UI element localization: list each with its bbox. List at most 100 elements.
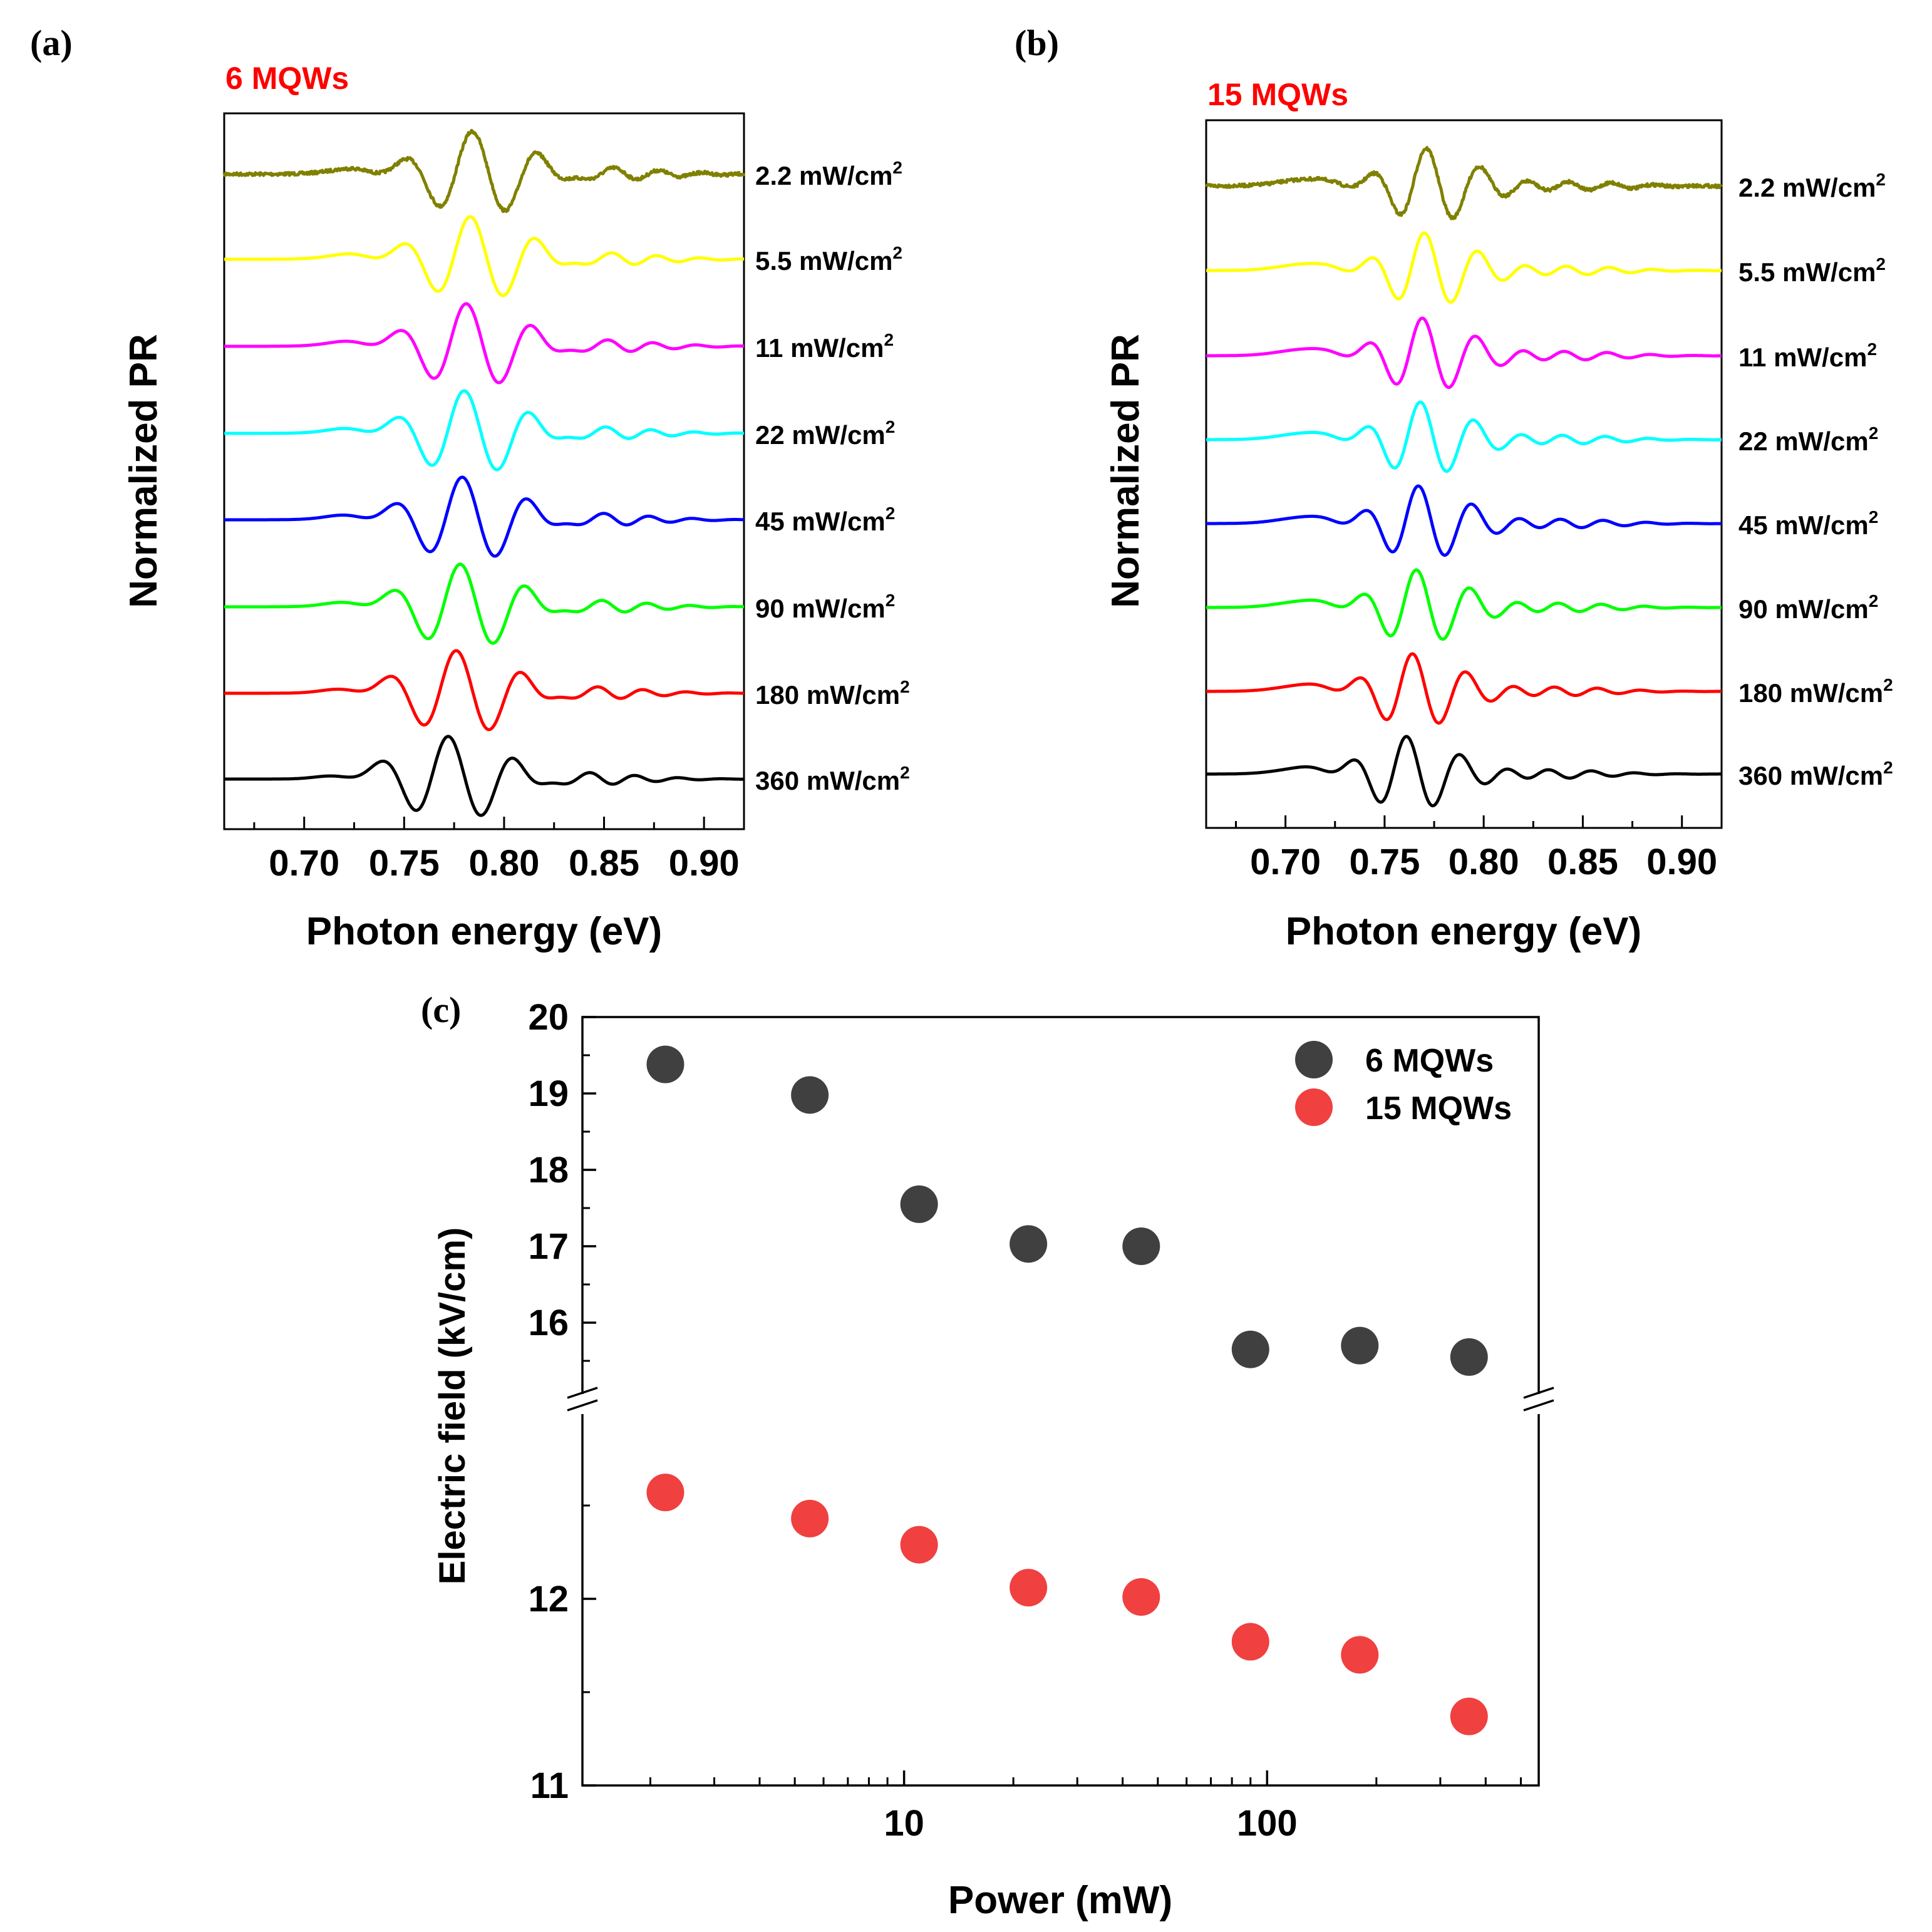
- point-15-mqws: [900, 1526, 938, 1564]
- panel-c-x-axis-label: Power (mW): [948, 1879, 1172, 1922]
- point-6-mqws: [1231, 1330, 1269, 1368]
- panel-a-frame: [223, 112, 745, 830]
- y-tick-label: 16: [528, 1303, 569, 1343]
- x-tick-label: 0.70: [1250, 842, 1321, 882]
- x-tick-label: 10: [884, 1803, 924, 1844]
- x-tick-label: 0.80: [1449, 842, 1519, 882]
- legend-label: 15 MQWs: [1365, 1090, 1512, 1127]
- pr-trace: [1205, 735, 1723, 808]
- series-label: 45 mW/cm2: [1738, 507, 1878, 540]
- panel-c-right-break-gap: [1532, 1394, 1545, 1414]
- series-label: 90 mW/cm2: [755, 591, 895, 623]
- panel-b-y-axis-label: Normalized PR: [1104, 334, 1147, 608]
- panel-a-x-ticks: 0.70 0.75 0.80 0.85 0.90: [253, 817, 740, 884]
- pr-trace: [1205, 316, 1723, 390]
- series-label: 45 mW/cm2: [755, 504, 895, 536]
- pr-trace: [223, 389, 745, 472]
- series-label: 2.2 mW/cm2: [1738, 170, 1886, 202]
- series-label: 5.5 mW/cm2: [1738, 254, 1886, 287]
- panel-a-traces: [222, 128, 746, 817]
- y-tick-label: 18: [528, 1150, 569, 1191]
- series-label: 90 mW/cm2: [1738, 591, 1878, 624]
- series-label: 22 mW/cm2: [755, 417, 895, 450]
- y-tick-label: 17: [528, 1226, 569, 1267]
- point-6-mqws: [791, 1076, 829, 1114]
- series-label: 180 mW/cm2: [755, 677, 910, 710]
- pr-trace: [1205, 484, 1723, 557]
- panel-c-left-break-gap: [576, 1394, 589, 1414]
- point-6-mqws: [1122, 1227, 1160, 1265]
- legend-marker: [1295, 1088, 1333, 1126]
- panel-c-y-ticks: 16 17 18 19 20 11 12: [528, 997, 596, 1806]
- panel-b-series-labels: 2.2 mW/cm2 5.5 mW/cm2 11 mW/cm2 22 mW/cm2 45…: [1738, 170, 1893, 790]
- pr-trace: [222, 128, 746, 214]
- panel-a-series-labels: 2.2 mW/cm2 5.5 mW/cm2 11 mW/cm2 22 mW/cm2 45…: [755, 158, 910, 795]
- pr-trace: [1205, 231, 1723, 304]
- panel-a: (a) 6 MQWs 0.70 0.75 0.80 0.85 0.90 2.2 mW/c…: [30, 23, 910, 953]
- panel-b-title: 15 MQWs: [1207, 77, 1348, 112]
- x-tick-label: 0.70: [269, 843, 339, 884]
- legend-label: 6 MQWs: [1365, 1043, 1494, 1079]
- panel-c-right-break-marks: [1523, 1387, 1554, 1412]
- x-tick-label: 0.85: [1547, 842, 1618, 882]
- pr-trace: [223, 475, 745, 558]
- series-label: 22 mW/cm2: [1738, 423, 1878, 456]
- pr-trace: [1205, 568, 1723, 641]
- panel-a-title: 6 MQWs: [225, 61, 349, 96]
- series-label: 5.5 mW/cm2: [755, 243, 902, 276]
- x-tick-label: 0.75: [369, 843, 440, 884]
- pr-trace: [1205, 146, 1723, 220]
- panel-a-y-axis-label: Normalized PR: [122, 334, 165, 608]
- point-6-mqws: [1450, 1338, 1488, 1376]
- panel-c-left-break-marks: [567, 1387, 598, 1412]
- pr-trace: [1205, 400, 1723, 473]
- pr-trace: [223, 302, 745, 385]
- panel-b: (b) 15 MQWs 0.70 0.75 0.80 0.85 0.90 2.2 mW/…: [1015, 23, 1893, 953]
- point-15-mqws: [791, 1499, 829, 1537]
- y-tick-label: 19: [528, 1073, 569, 1114]
- panel-c: (c) 16 17 18 19 20 11 12 10 100 6 MQWs 15 MQWs P…: [421, 989, 1554, 1922]
- point-6-mqws: [1010, 1225, 1048, 1263]
- panel-b-x-ticks: 0.70 0.75 0.80 0.85 0.90: [1234, 815, 1717, 882]
- x-tick-label: 0.80: [468, 843, 539, 884]
- series-label: 11 mW/cm2: [1738, 339, 1877, 372]
- point-15-mqws: [1122, 1578, 1160, 1616]
- point-6-mqws: [900, 1185, 938, 1223]
- pr-trace: [223, 735, 745, 817]
- series-label: 11 mW/cm2: [755, 330, 894, 363]
- point-15-mqws: [646, 1474, 684, 1512]
- series-label: 180 mW/cm2: [1738, 675, 1893, 708]
- y-tick-label: 12: [528, 1579, 569, 1619]
- y-tick-label: 20: [528, 997, 569, 1038]
- panel-b-frame: [1205, 119, 1723, 829]
- x-tick-label: 100: [1237, 1803, 1298, 1844]
- panel-b-traces: [1205, 146, 1723, 808]
- panel-b-x-axis-label: Photon energy (eV): [1286, 910, 1641, 953]
- panel-c-x-ticks: 10 100: [649, 1770, 1522, 1844]
- pr-trace: [223, 562, 745, 645]
- x-tick-label: 0.75: [1349, 842, 1420, 882]
- point-15-mqws: [1010, 1569, 1048, 1607]
- x-tick-label: 0.90: [669, 843, 740, 884]
- legend-marker: [1295, 1041, 1333, 1078]
- panel-c-frame: [581, 1016, 1540, 1787]
- panel-a-x-axis-label: Photon energy (eV): [306, 910, 662, 953]
- panel-c-legend: 6 MQWs 15 MQWs: [1295, 1041, 1512, 1127]
- point-15-mqws: [1231, 1623, 1269, 1661]
- x-tick-label: 0.85: [569, 843, 639, 884]
- panel-c-label: (c): [421, 989, 461, 1030]
- point-15-mqws: [1450, 1697, 1488, 1735]
- y-tick-label: 11: [530, 1765, 569, 1806]
- point-6-mqws: [1341, 1326, 1379, 1365]
- series-label: 2.2 mW/cm2: [755, 158, 902, 190]
- pr-trace: [1205, 652, 1723, 725]
- point-15-mqws: [1341, 1636, 1379, 1674]
- point-6-mqws: [646, 1045, 684, 1083]
- panel-c-points: [646, 1045, 1488, 1735]
- series-label: 360 mW/cm2: [1738, 758, 1893, 790]
- x-tick-label: 0.90: [1646, 842, 1717, 882]
- pr-trace: [223, 649, 745, 731]
- panel-a-label: (a): [30, 23, 73, 63]
- series-label: 360 mW/cm2: [755, 763, 910, 795]
